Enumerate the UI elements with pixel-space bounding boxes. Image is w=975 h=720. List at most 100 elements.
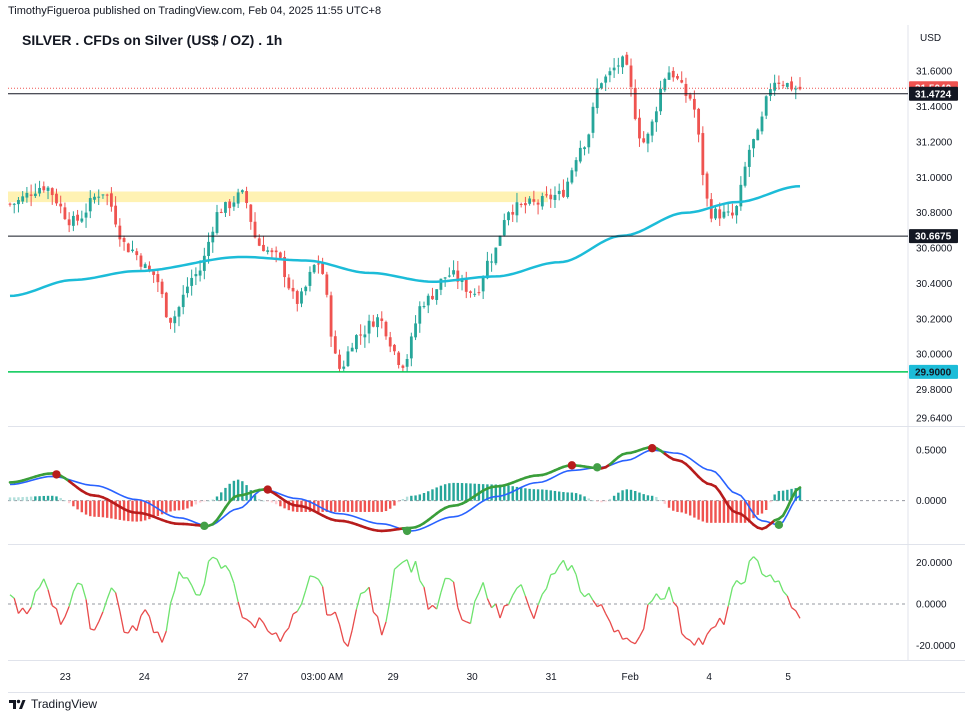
momentum-segment [13, 598, 20, 614]
histogram-bar [646, 495, 650, 501]
candle-body [439, 278, 443, 290]
candle-body [532, 199, 536, 202]
candle-body [519, 203, 523, 205]
histogram-bar [165, 500, 168, 513]
candle-body [105, 194, 109, 196]
momentum-segment [330, 611, 336, 616]
price-badge-label: 31.4724 [915, 89, 952, 100]
cross-marker [567, 461, 577, 470]
momentum-segment [360, 591, 366, 595]
candle-body [291, 287, 295, 292]
histogram-bar [29, 496, 33, 501]
histogram-bar [532, 489, 536, 501]
candle-body [608, 71, 612, 76]
candle-body [198, 270, 202, 276]
time-scale[interactable]: 23 24 27 03:00 AM 29 30 31 Feb 4 5 [60, 672, 792, 683]
momentum-segment [537, 594, 543, 606]
candle-body [388, 337, 392, 347]
wave-oscillator-pane[interactable] [8, 443, 908, 536]
momentum-segment [504, 603, 509, 607]
histogram-bar [452, 482, 455, 501]
histogram-bar [84, 500, 88, 515]
y-tick-label: 30.0000 [916, 350, 953, 361]
histogram-bar [207, 500, 210, 502]
histogram-bar [781, 490, 785, 501]
wave-fast-segment [718, 490, 726, 500]
histogram-bar [25, 496, 29, 501]
y-tick-label: 30.6000 [916, 244, 953, 255]
candle-body [270, 250, 274, 253]
histogram-bar [460, 483, 464, 501]
candle-body [118, 225, 122, 240]
momentum-segment [38, 578, 45, 588]
candle-body [97, 196, 101, 198]
candle-body [371, 321, 375, 327]
momentum-segment [81, 584, 87, 600]
candle-body [122, 238, 126, 242]
candle-body [25, 192, 29, 198]
candle-body [177, 307, 181, 317]
histogram-bar [182, 500, 185, 510]
histogram-bar [114, 500, 117, 520]
momentum-segment [698, 637, 704, 645]
histogram-bar [312, 500, 316, 512]
momentum-oscillator-pane[interactable] [8, 556, 908, 647]
candle-body [688, 94, 692, 99]
ema-line [9, 184, 801, 298]
candle-body [676, 76, 679, 79]
histogram-bar [67, 500, 71, 504]
histogram-bar [105, 500, 109, 518]
currency-unit[interactable]: USD [920, 33, 942, 44]
momentum-segment [600, 604, 607, 614]
momentum-segment [588, 593, 594, 601]
candle-body [452, 270, 455, 275]
momentum-segment [77, 582, 83, 586]
momentum-segment [296, 603, 303, 612]
momentum-segment [672, 601, 678, 608]
candle-body [431, 295, 434, 300]
histogram-bar [718, 500, 721, 523]
momentum-segment [529, 608, 535, 619]
histogram-bar [59, 497, 62, 501]
histogram-bar [591, 500, 595, 502]
histogram-bar [215, 496, 219, 501]
histogram-bar [760, 500, 764, 514]
candle-body [562, 189, 565, 197]
momentum-segment [575, 574, 581, 592]
momentum-segment [457, 607, 463, 621]
candle-body [401, 365, 405, 368]
histogram-bar [672, 500, 675, 511]
momentum-segment [676, 606, 683, 634]
candle-body [680, 80, 684, 83]
price-badge-label: 29.9000 [915, 367, 952, 378]
histogram-bar [279, 500, 282, 507]
candle-body [63, 207, 67, 220]
momentum-segment [338, 624, 345, 642]
momentum-segment [60, 616, 66, 625]
momentum-segment [376, 616, 383, 636]
momentum-segment [51, 605, 57, 610]
momentum-segment [242, 616, 247, 620]
momentum-segment [626, 637, 632, 643]
momentum-segment [795, 610, 801, 619]
momentum-segment [132, 625, 138, 632]
histogram-bar [249, 490, 253, 501]
tradingview-brand[interactable]: TradingView [8, 697, 97, 711]
histogram-bar [101, 500, 105, 518]
histogram-bar [190, 500, 193, 507]
candle-body [228, 201, 232, 209]
price-scale[interactable]: 31.6000 31.4000 31.2000 31.0000 30.8000 30.60… [909, 67, 958, 652]
y-tick-label: -20.0000 [916, 641, 956, 652]
momentum-segment [123, 631, 129, 634]
momentum-segment [220, 564, 226, 569]
candle-body [583, 147, 586, 150]
candle-body [477, 292, 481, 294]
candle-body [684, 83, 688, 97]
candle-body [219, 211, 223, 213]
price-pane[interactable] [8, 51, 908, 373]
histogram-bar [380, 500, 383, 512]
momentum-segment [782, 590, 788, 597]
momentum-segment [660, 597, 665, 601]
histogram-bar [650, 495, 654, 501]
